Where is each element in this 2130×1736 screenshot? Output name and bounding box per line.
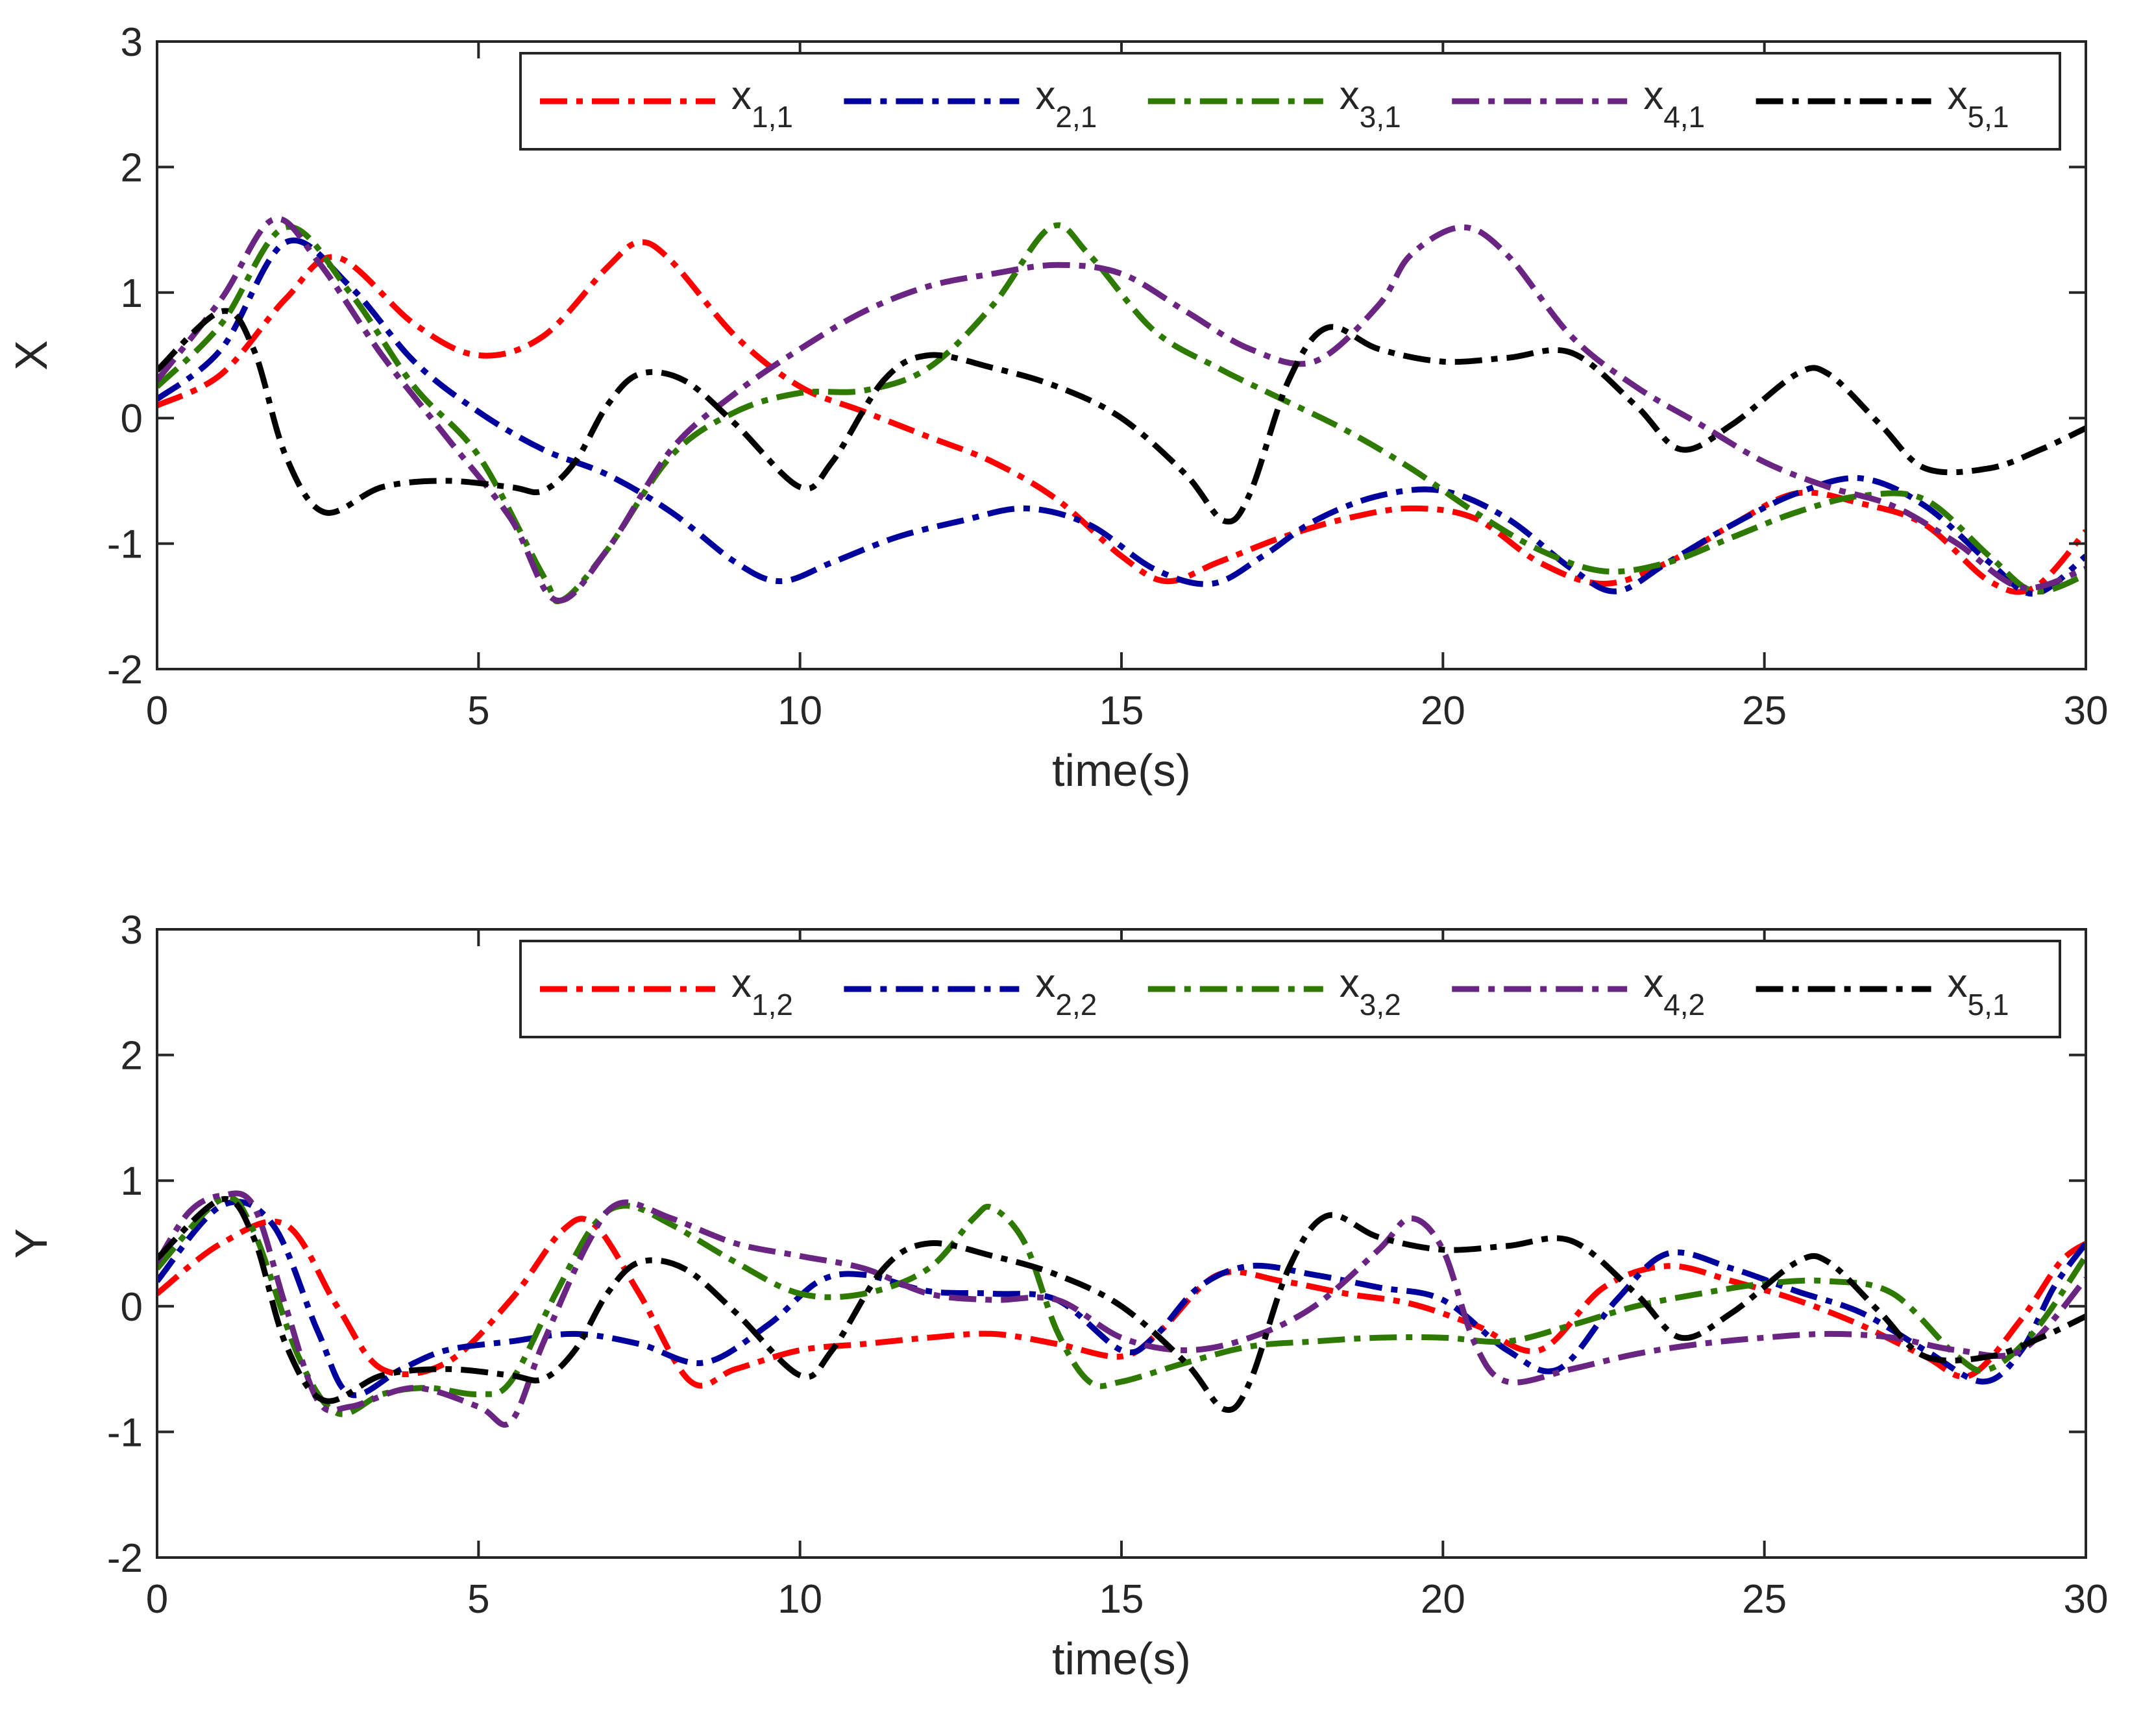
y-axis-label: Y: [6, 1229, 56, 1259]
x-axis-label: time(s): [1052, 1633, 1191, 1684]
y-tick-label: 2: [121, 1034, 143, 1079]
x-tick-label: 5: [467, 689, 489, 733]
x-tick-label: 0: [146, 1577, 168, 1622]
y-axis-label: X: [6, 340, 56, 371]
y-tick-label: 1: [121, 271, 143, 316]
chart-panel-2: 0 5 10 15 20 25 30 -2 -1 0 1 2 3 time(s) Yx1,2 x2,2 x3,2…: [6, 908, 2108, 1684]
chart-panel-1: 0 5 10 15 20 25 30 -2 -1 0 1 2 3 time(s) Xx1,1 x2,1 x3,1…: [6, 20, 2108, 796]
x-tick-label: 30: [2064, 1577, 2109, 1622]
y-tick-label: -2: [107, 648, 143, 692]
y-tick-label: -1: [107, 522, 143, 567]
x-tick-label: 30: [2064, 689, 2109, 733]
y-tick-label: 3: [121, 908, 143, 953]
series-line-5-1: [157, 1196, 2086, 1413]
x-tick-label: 0: [146, 689, 168, 733]
series-line-5-1: [157, 308, 2086, 525]
x-tick-label: 10: [777, 1577, 822, 1622]
x-tick-label: 15: [1099, 1577, 1144, 1622]
legend: x1,1 x2,1 x3,1 x4,1 x5,1: [519, 52, 2061, 151]
legend: x1,2 x2,2 x3,2 x4,2 x5,1: [519, 940, 2061, 1038]
x-tick-label: 25: [1742, 689, 1787, 733]
y-tick-label: -2: [107, 1536, 143, 1581]
x-tick-label: 20: [1421, 689, 1465, 733]
x-tick-label: 15: [1099, 689, 1144, 733]
x-tick-label: 25: [1742, 1577, 1787, 1622]
legend-label: x3,1: [1340, 73, 1401, 134]
y-tick-label: 0: [121, 1285, 143, 1330]
series-lines: [157, 1190, 2086, 1428]
series-lines: [157, 215, 2086, 605]
x-tick-label: 20: [1421, 1577, 1465, 1622]
y-tick-label: 1: [121, 1159, 143, 1204]
x-tick-label: 10: [777, 689, 822, 733]
y-tick-label: 0: [121, 397, 143, 441]
legend-box: [519, 940, 2061, 1038]
y-tick-label: 3: [121, 20, 143, 65]
series-line-2-2: [157, 1199, 2086, 1399]
series-line-3-2: [157, 1195, 2086, 1417]
series-line-4-2: [157, 1190, 2086, 1428]
series-line-4-1: [157, 215, 2086, 604]
series-line-1-1: [157, 239, 2086, 595]
series-line-3-1: [157, 222, 2086, 605]
y-tick-label: 2: [121, 145, 143, 190]
x-axis-label: time(s): [1052, 745, 1191, 796]
x-tick-label: 5: [467, 1577, 489, 1622]
y-tick-label: -1: [107, 1410, 143, 1455]
